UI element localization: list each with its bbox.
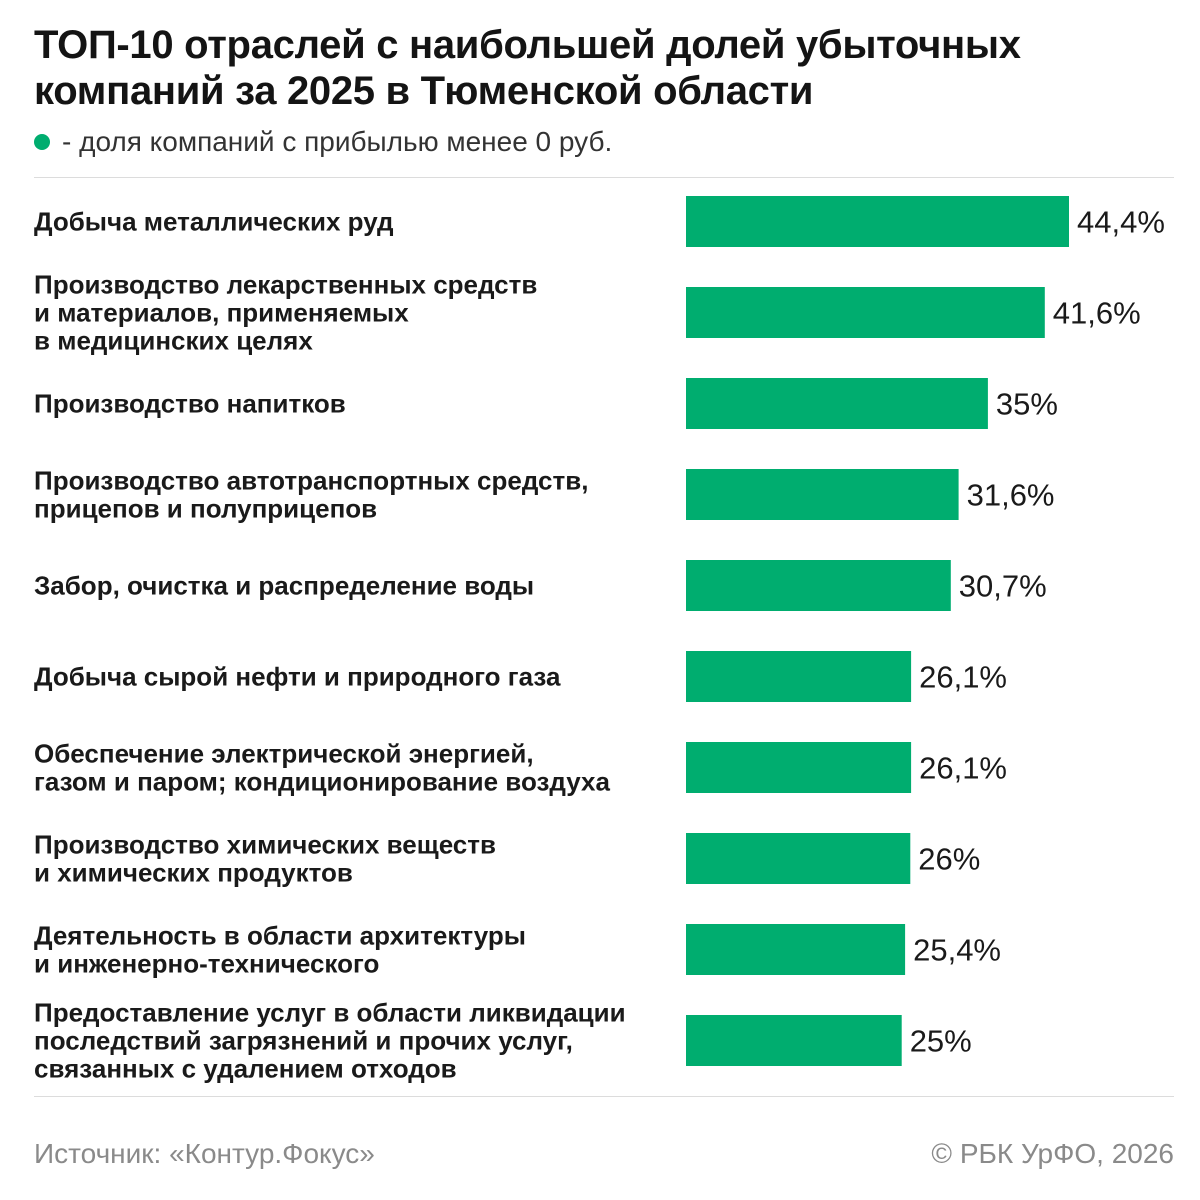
legend: - доля компаний с прибылью менее 0 руб.	[34, 122, 612, 162]
bottom-divider	[34, 1096, 1174, 1097]
source-note: Источник: «Контур.Фокус»	[34, 1138, 375, 1169]
bar-4	[686, 469, 959, 520]
category-label-5: Забор, очистка и распределение воды	[34, 571, 534, 601]
value-label-9: 25,4%	[913, 933, 1001, 968]
value-label-2: 41,6%	[1053, 296, 1141, 331]
legend-label: - доля компаний с прибылью менее 0 руб.	[62, 126, 613, 157]
value-label-10: 25%	[910, 1024, 972, 1059]
category-label-10: Предоставление услуг в области ликвидаци…	[34, 998, 626, 1084]
value-label-1: 44,4%	[1077, 205, 1165, 240]
copyright-note: © РБК УрФО, 2026	[931, 1138, 1174, 1169]
bar-5	[686, 560, 951, 611]
category-label-9: Деятельность в области архитектуры и инже…	[34, 921, 526, 979]
value-label-3: 35%	[996, 387, 1058, 422]
category-label-4: Производство автотранспортных средств, пр…	[34, 466, 588, 524]
bar-9	[686, 924, 906, 975]
bar-1	[686, 196, 1069, 247]
chart-title: ТОП-10 отраслей с наибольшей долей убыто…	[34, 23, 1021, 113]
category-label-7: Обеспечение электрической энергией, газом…	[34, 739, 610, 797]
top-divider	[34, 177, 1174, 178]
bar-3	[686, 378, 988, 429]
category-label-1: Добыча металлических руд	[34, 207, 394, 237]
category-label-6: Добыча сырой нефти и природного газа	[34, 662, 561, 692]
bar-8	[686, 833, 911, 884]
value-label-6: 26,1%	[919, 660, 1007, 695]
category-label-8: Производство химических веществ и химичес…	[34, 830, 496, 888]
value-label-8: 26%	[918, 842, 980, 877]
bar-7	[686, 742, 912, 793]
bar-2	[686, 287, 1045, 338]
bar-6	[686, 651, 912, 702]
category-label-3: Производство напитков	[34, 389, 346, 419]
bar-10	[686, 1015, 902, 1066]
value-label-7: 26,1%	[919, 751, 1007, 786]
legend-dot-icon	[34, 134, 50, 150]
value-label-5: 30,7%	[959, 569, 1047, 604]
value-label-4: 31,6%	[967, 478, 1055, 513]
category-label-2: Производство лекарственных средств и мате…	[34, 270, 537, 356]
